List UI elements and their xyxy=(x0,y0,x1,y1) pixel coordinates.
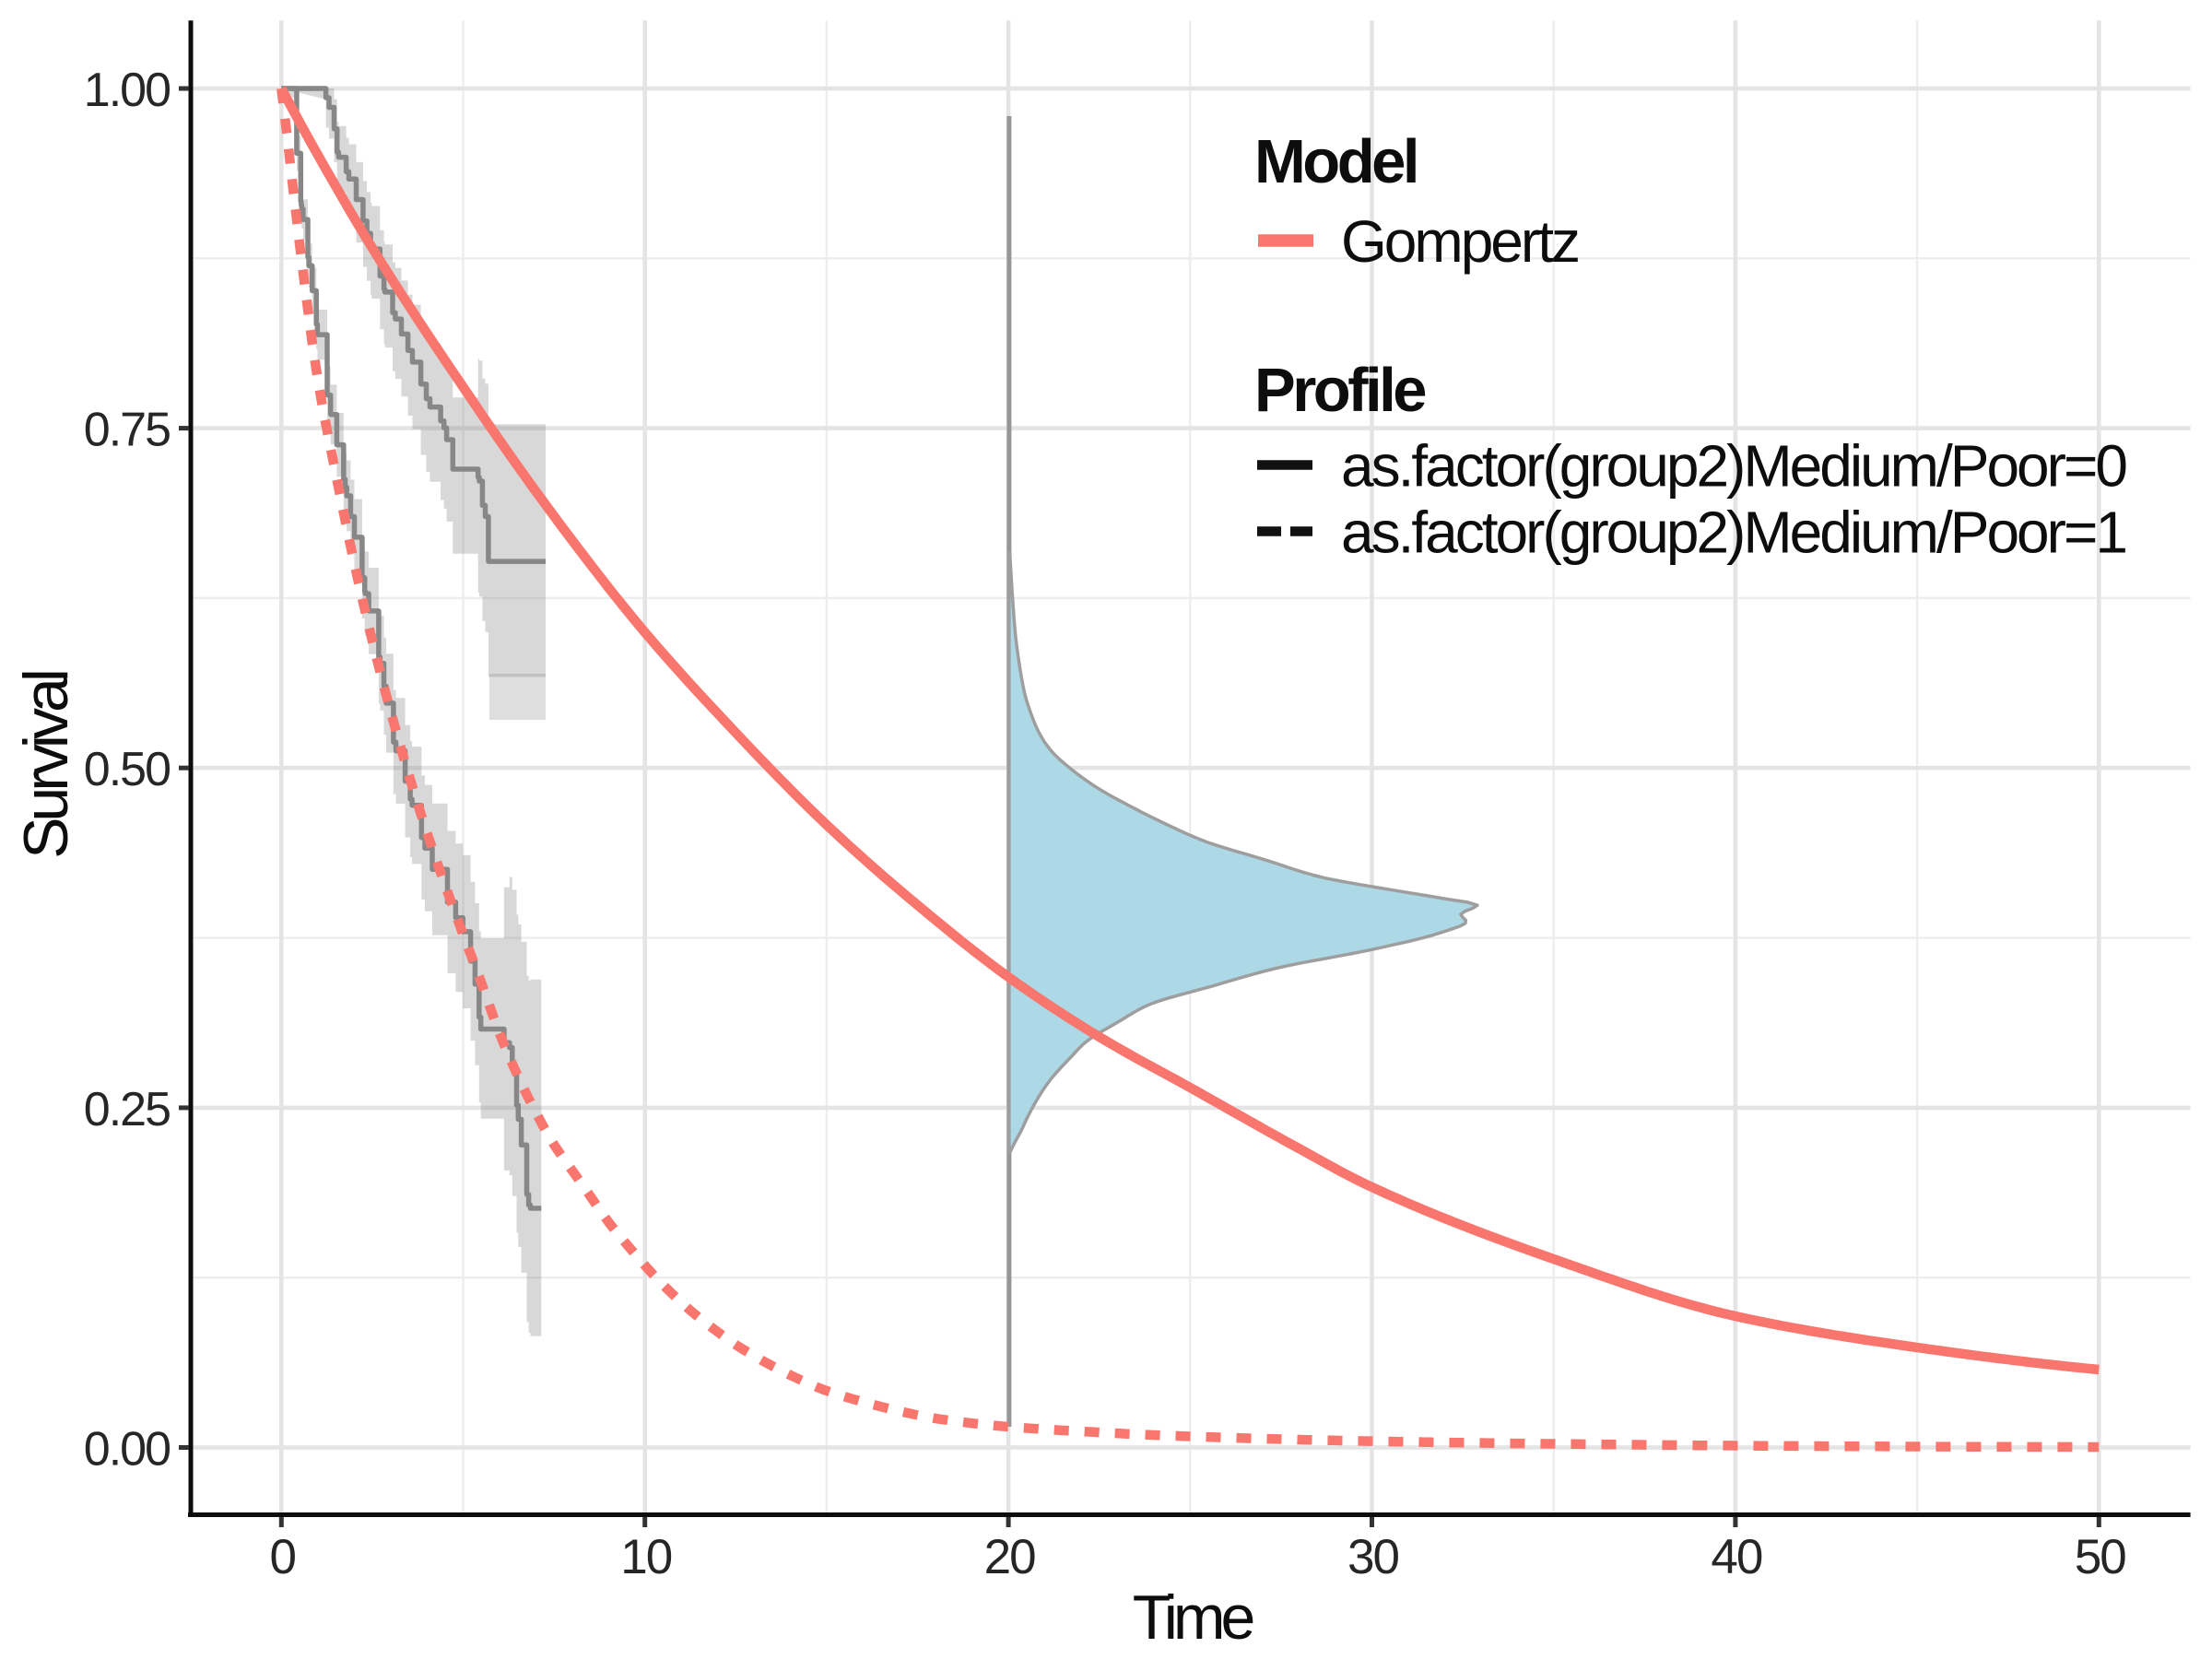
svg-text:Profile: Profile xyxy=(1254,356,1425,425)
svg-text:0.75: 0.75 xyxy=(84,404,170,457)
svg-text:Model: Model xyxy=(1254,127,1417,196)
svg-text:1.00: 1.00 xyxy=(84,64,170,117)
svg-text:Time: Time xyxy=(1133,1583,1253,1653)
svg-text:as.factor(group2)Medium/Poor=0: as.factor(group2)Medium/Poor=0 xyxy=(1341,433,2126,500)
svg-text:30: 30 xyxy=(1347,1530,1398,1584)
svg-text:0.00: 0.00 xyxy=(84,1423,170,1477)
svg-text:Gompertz: Gompertz xyxy=(1341,208,1578,275)
svg-text:50: 50 xyxy=(2075,1530,2125,1584)
svg-text:Survival: Survival xyxy=(11,672,81,859)
svg-text:20: 20 xyxy=(984,1530,1035,1584)
svg-text:0.25: 0.25 xyxy=(84,1083,170,1136)
svg-text:10: 10 xyxy=(620,1530,671,1584)
svg-text:as.factor(group2)Medium/Poor=1: as.factor(group2)Medium/Poor=1 xyxy=(1341,500,2125,566)
svg-text:0.50: 0.50 xyxy=(84,743,170,796)
svg-text:0: 0 xyxy=(270,1530,296,1584)
svg-text:40: 40 xyxy=(1711,1530,1761,1584)
